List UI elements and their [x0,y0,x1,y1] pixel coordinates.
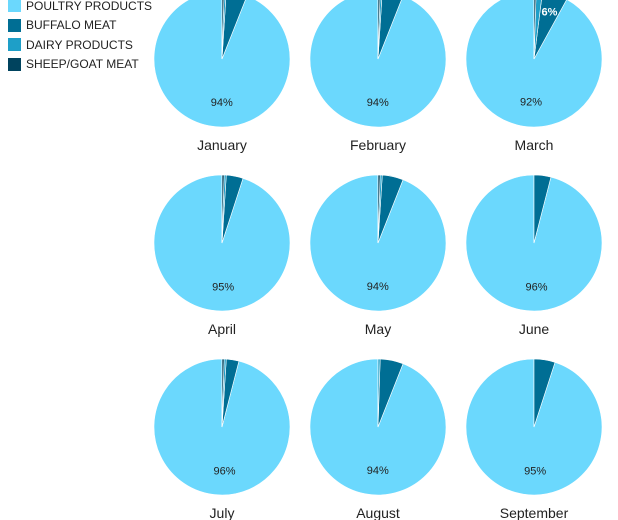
pie-slice-buffalo-september[interactable] [533,358,556,428]
pie-slice-buffalo-march[interactable] [533,0,567,60]
pie-slice-dairy-august[interactable] [377,358,381,428]
pie-slice-poultry-may[interactable] [309,174,447,312]
pie-september: 95% September [465,358,603,520]
pie-slice-dairy-february[interactable] [377,0,383,60]
pie-august: 94% August [309,358,447,520]
pie-slice-sheep-goat-february[interactable] [377,0,381,60]
pie-slice-poultry-january[interactable] [153,0,291,128]
pie-slice-sheep-goat-may[interactable] [377,174,381,244]
pie-slice-sheep-goat-april[interactable] [221,174,225,244]
legend-swatch-buffalo [8,18,21,32]
pie-data-label: 96% [525,282,547,294]
legend-swatch-dairy [8,38,21,52]
pie-month-label: February [350,137,406,153]
legend-swatch-poultry [8,0,21,13]
pie-slice-sheep-goat-january[interactable] [221,0,225,60]
pie-slice-buffalo-january[interactable] [221,0,247,60]
pie-slice-poultry-february[interactable] [309,0,447,128]
pie-slice-poultry-march[interactable] [465,0,603,128]
pie-month-label: April [208,321,236,337]
legend-item-sheep-goat[interactable]: SHEEP/GOAT MEAT [8,55,152,75]
pie-july: 96% July [153,358,291,520]
pie-march: 92% 6% March [465,0,603,153]
pie-april: 95% April [153,174,291,337]
legend-item-dairy[interactable]: DAIRY PRODUCTS [8,35,152,55]
legend-item-poultry[interactable]: POULTRY PRODUCTS [8,0,152,16]
pie-data-label: 94% [367,465,389,477]
pie-month-label: September [500,505,569,520]
pie-month-label: August [356,505,400,520]
legend-label: BUFFALO MEAT [26,18,117,33]
pie-slice-dairy-january[interactable] [221,0,227,60]
legend-label: POULTRY PRODUCTS [26,0,153,13]
pie-slice-poultry-august[interactable] [309,358,447,496]
pie-data-label: 92% [520,97,542,109]
pie-january: 94% January [153,0,291,153]
pie-data-label: 94% [367,97,389,109]
pie-slice-dairy-march[interactable] [533,0,543,60]
legend-item-buffalo[interactable]: BUFFALO MEAT [8,16,152,36]
pie-data-label: 94% [367,281,389,293]
legend: POULTRY PRODUCTS BUFFALO MEAT DAIRY PROD… [8,0,152,74]
pie-june: 96% June [465,174,603,337]
pie-data-label: 95% [212,281,234,293]
pie-month-label: March [515,137,554,153]
pie-month-label: May [365,321,391,337]
pie-slice-sheep-goat-march[interactable] [533,0,537,60]
pie-slice-sheep-goat-july[interactable] [221,358,225,428]
pie-may: 94% May [309,174,447,337]
legend-label: SHEEP/GOAT MEAT [26,57,139,72]
pie-data-label: 96% [213,466,235,478]
pie-data-label: 95% [524,465,546,477]
legend-swatch-sheep-goat [8,57,21,71]
pie-slice-buffalo-june[interactable] [533,174,552,244]
pie-data-label: 6% [541,6,557,18]
pie-month-label: June [519,321,550,337]
pie-february: 94% February [309,0,447,153]
pie-data-label: 94% [211,97,233,109]
pie-month-label: July [210,505,235,520]
pie-slice-buffalo-february[interactable] [377,0,403,60]
pie-month-label: January [197,137,247,153]
legend-label: DAIRY PRODUCTS [26,37,133,52]
